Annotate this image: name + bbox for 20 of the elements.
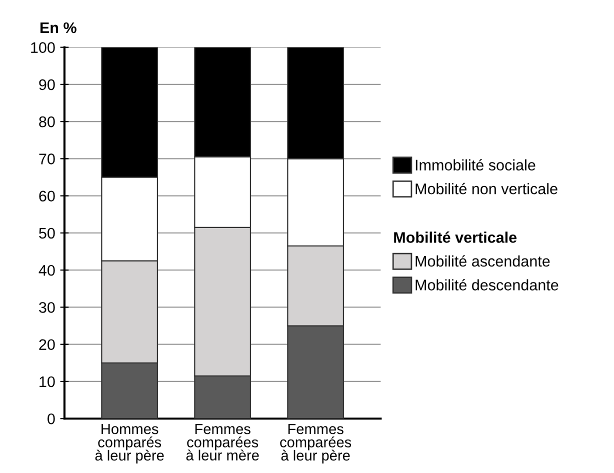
y-tick-label: 60 <box>39 190 55 202</box>
x-tick-label: Hommes comparés à leur père <box>95 424 164 464</box>
x-tick-label: Femmes comparées à leur père <box>280 424 352 464</box>
y-tick-label: 0 <box>48 413 55 424</box>
x-tick-label: Femmes comparées à leur mère <box>186 424 259 460</box>
y-tick-label: 40 <box>38 264 55 276</box>
legend-label: Mobilité ascendante <box>416 255 550 267</box>
y-tick-label: 70 <box>39 154 55 164</box>
y-tick-label: 50 <box>39 228 55 239</box>
y-tick-label: 90 <box>39 79 55 90</box>
y-tick-label: 10 <box>40 376 55 388</box>
y-axis-title: En % <box>40 22 76 34</box>
legend-label: Immobilité sociale <box>416 159 536 171</box>
y-tick-label: 80 <box>39 116 55 128</box>
y-tick-label: 30 <box>39 302 55 313</box>
legend-title: Mobilité verticale <box>394 232 517 243</box>
y-tick-label: 20 <box>39 339 55 350</box>
y-tick-label: 100 <box>31 42 55 53</box>
legend-label: Mobilité descendante <box>416 279 558 290</box>
legend-label: Mobilité non verticale <box>416 182 558 194</box>
